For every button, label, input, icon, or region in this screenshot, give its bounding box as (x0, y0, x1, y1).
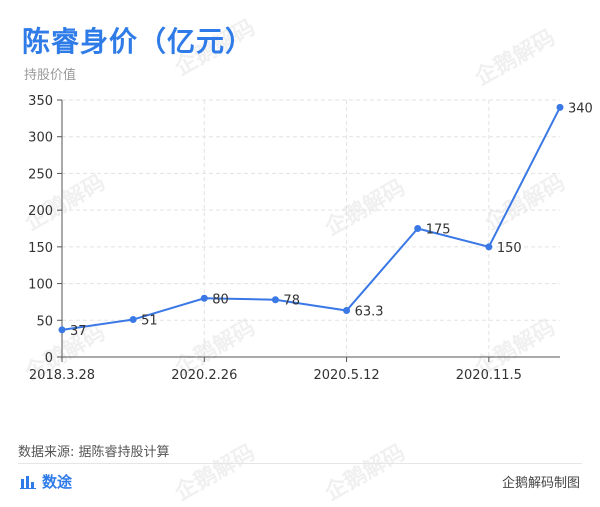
data-label: 175 (426, 223, 451, 238)
data-labels: 37 51 80 78 63.3 175 150 340 (70, 101, 593, 338)
data-point (343, 307, 351, 315)
data-label: 78 (283, 294, 300, 309)
y-tick-label: 50 (36, 314, 53, 329)
bar-chart-icon (20, 475, 36, 489)
data-label: 150 (497, 241, 522, 256)
brand-name: 数途 (42, 473, 73, 491)
y-tick-label: 200 (28, 204, 53, 219)
data-label: 80 (212, 292, 229, 307)
y-tick-label: 100 (28, 278, 53, 293)
data-label: 37 (70, 324, 87, 339)
y-tick-label: 150 (28, 241, 53, 256)
chart-subtitle: 持股价值 (24, 68, 77, 83)
x-tick-label: 2020.11.5 (456, 368, 522, 383)
brand-logo: 数途 (20, 471, 72, 492)
y-axis-ticks: 0 50 100 150 200 250 300 350 (28, 94, 62, 366)
y-tick-label: 250 (28, 167, 53, 182)
data-point (414, 225, 422, 232)
data-label: 340 (568, 101, 593, 116)
chart-credit: 企鹅解码制图 (501, 476, 580, 491)
watermark: 企鹅解码 (170, 440, 260, 506)
watermark: 企鹅解码 (320, 440, 410, 506)
x-tick-label: 2020.5.12 (313, 368, 379, 383)
data-label: 63.3 (355, 305, 384, 320)
data-point (556, 103, 564, 111)
data-label: 51 (141, 314, 158, 329)
chart-grid (62, 99, 560, 357)
line-chart: 0 50 100 150 200 250 300 350 2018.3.28 2020.2.26… (28, 94, 593, 383)
x-axis-ticks: 2018.3.28 2020.2.26 2020.5.12 2020.11.5 (29, 357, 522, 383)
y-tick-label: 300 (28, 131, 53, 146)
data-points (58, 103, 564, 334)
data-source: 数据来源: 据陈睿持股计算 (18, 445, 170, 460)
x-tick-label: 2020.2.26 (171, 368, 237, 383)
data-point (200, 294, 208, 302)
data-point (129, 316, 137, 324)
data-point (485, 243, 493, 251)
footer-divider (18, 463, 582, 464)
chart-title: 陈睿身价（亿元） (22, 25, 255, 58)
x-tick-label: 2018.3.28 (29, 368, 95, 383)
chart-axes (61, 100, 560, 358)
y-tick-label: 0 (45, 351, 53, 366)
data-point (271, 296, 279, 304)
series-line (61, 106, 561, 331)
y-tick-label: 350 (28, 94, 53, 109)
data-point (58, 326, 66, 334)
